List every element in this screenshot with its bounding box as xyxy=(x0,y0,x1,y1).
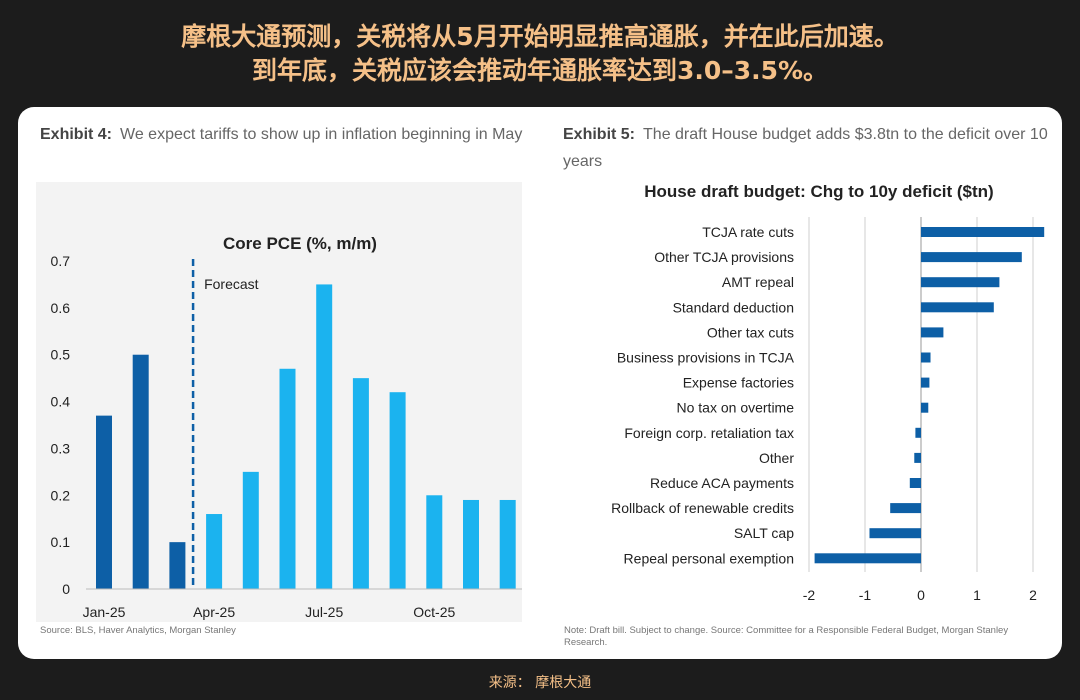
forecast-bar xyxy=(499,499,516,589)
exhibit-4-label: Exhibit 4: xyxy=(40,126,113,143)
x-tick-label: Jan-25 xyxy=(83,604,126,620)
x-tick-label: Jul-25 xyxy=(305,604,343,620)
y-tick-label: 0.4 xyxy=(51,394,71,410)
y-tick-label: 0.5 xyxy=(51,347,71,363)
x-tick-label: 2 xyxy=(1029,587,1037,603)
x-tick-label: 0 xyxy=(917,587,925,603)
budget-chart: House draft budget: Chg to 10y deficit (… xyxy=(611,182,1045,603)
exhibit-5-text: The draft House budget adds $3.8tn to th… xyxy=(563,126,1048,170)
category-label: Other tax cuts xyxy=(707,324,794,340)
exhibit-5-panel: Exhibit 5: The draft House budget adds $3… xyxy=(543,107,1062,659)
budget-bar xyxy=(921,377,930,388)
forecast-bar xyxy=(352,378,369,589)
budget-bar xyxy=(921,402,929,413)
y-tick-label: 0 xyxy=(62,581,70,597)
exhibit-5-label: Exhibit 5: xyxy=(563,126,636,143)
budget-bar xyxy=(909,478,921,488)
category-label: No tax on overtime xyxy=(677,400,795,416)
exhibit-5-caption: Exhibit 5: The draft House budget adds $3… xyxy=(563,121,1048,175)
core-pce-title: Core PCE (%, m/m) xyxy=(223,234,377,253)
category-label: Foreign corp. retaliation tax xyxy=(624,425,794,441)
footer-source: 来源： 摩根大通 xyxy=(488,675,592,691)
headline: 摩根大通预测，关税将从5月开始明显推高通胀，并在此后加速。 到年底，关税应该会推… xyxy=(0,20,1080,88)
category-label: Expense factories xyxy=(683,375,794,391)
y-tick-label: 0.1 xyxy=(51,534,71,550)
forecast-bar xyxy=(389,392,406,589)
y-tick-label: 0.2 xyxy=(51,487,71,503)
exhibit-4-panel: Exhibit 4: We expect tariffs to show up i… xyxy=(18,107,538,659)
y-tick-label: 0.7 xyxy=(51,253,71,269)
exhibit-5-source: Note: Draft bill. Subject to change. Sou… xyxy=(564,625,1008,649)
headline-line1: 摩根大通预测，关税将从5月开始明显推高通胀，并在此后加速。 xyxy=(181,22,899,51)
budget-bar xyxy=(869,528,921,539)
exhibit-4-caption: Exhibit 4: We expect tariffs to show up i… xyxy=(40,121,525,148)
forecast-bar xyxy=(242,471,259,589)
x-tick-label: Apr-25 xyxy=(193,604,235,620)
budget-bar xyxy=(921,227,1045,237)
exhibit-4-source: Source: BLS, Haver Analytics, Morgan Sta… xyxy=(40,625,236,636)
budget-bar xyxy=(914,452,921,463)
exhibit-4-text: We expect tariffs to show up in inflatio… xyxy=(120,126,523,143)
forecast-bar xyxy=(279,368,296,589)
exhibit-5-source-line2: Research. xyxy=(564,637,608,648)
category-label: Reduce ACA payments xyxy=(650,475,794,491)
budget-bar xyxy=(814,553,921,564)
category-label: SALT cap xyxy=(734,525,794,541)
budget-bar xyxy=(921,302,994,313)
budget-bar xyxy=(915,427,921,438)
budget-bar xyxy=(921,252,1022,263)
category-label: TCJA rate cuts xyxy=(702,224,794,240)
forecast-bar xyxy=(206,514,223,589)
category-label: AMT repeal xyxy=(722,274,794,290)
category-label: Business provisions in TCJA xyxy=(617,350,795,366)
y-tick-label: 0.6 xyxy=(51,300,71,316)
category-label: Rollback of renewable credits xyxy=(611,500,794,516)
budget-bar xyxy=(921,352,931,363)
x-tick-label: Oct-25 xyxy=(413,604,455,620)
historical-bar xyxy=(169,542,186,589)
category-label: Repeal personal exemption xyxy=(624,550,794,566)
y-tick-label: 0.3 xyxy=(51,440,71,456)
content-card: Exhibit 4: We expect tariffs to show up i… xyxy=(18,107,1062,659)
budget-bar xyxy=(921,277,1000,288)
category-label: Other TCJA provisions xyxy=(654,249,794,265)
forecast-bar xyxy=(463,499,479,589)
budget-title: House draft budget: Chg to 10y deficit (… xyxy=(644,182,993,201)
historical-bar xyxy=(132,354,149,589)
budget-bar xyxy=(921,327,944,338)
x-tick-label: 1 xyxy=(973,587,981,603)
exhibit-5-source-line1: Note: Draft bill. Subject to change. Sou… xyxy=(564,625,1009,636)
core-pce-chart: Core PCE (%, m/m) 0 0.1 0.2 0.3 0.4 0.5 0.6 0.7 F… xyxy=(51,234,522,620)
headline-line2: 到年底，关税应该会推动年通胀率达到3.0–3.5%。 xyxy=(251,56,829,85)
historical-bar xyxy=(96,415,112,589)
category-label: Other xyxy=(759,450,794,466)
budget-bar xyxy=(890,503,921,514)
forecast-annotation: Forecast xyxy=(204,276,259,292)
x-tick-label: -1 xyxy=(859,587,872,603)
category-label: Standard deduction xyxy=(673,299,794,315)
forecast-bar xyxy=(316,284,333,589)
x-tick-label: -2 xyxy=(803,587,816,603)
forecast-bar xyxy=(426,495,443,589)
